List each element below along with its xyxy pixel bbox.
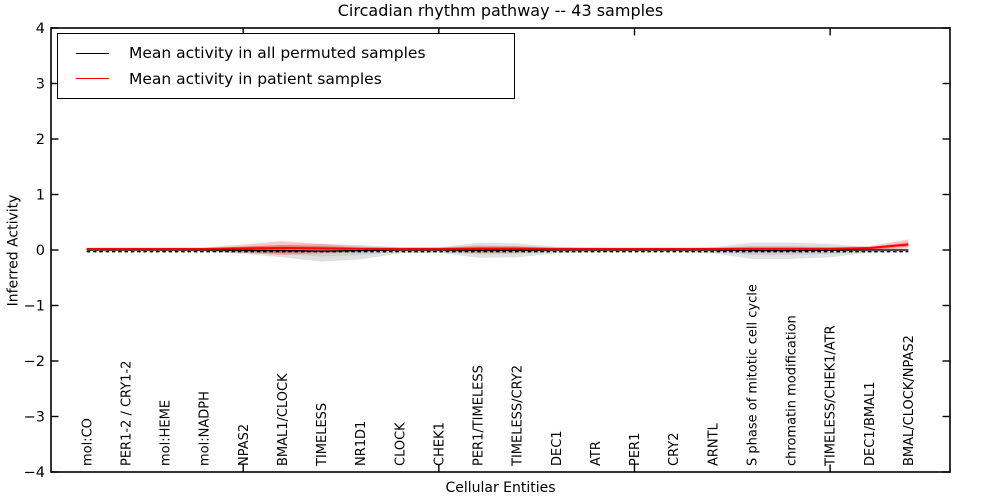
chart-title: Circadian rhythm pathway -- 43 samples bbox=[337, 1, 664, 20]
x-category-label: DEC1/BMAL1 bbox=[863, 382, 878, 467]
x-category-label: CHEK1 bbox=[432, 422, 447, 466]
x-category-label: TIMELESS/CHEK1/ATR bbox=[824, 325, 839, 467]
x-category-label: mol:CO bbox=[80, 418, 95, 466]
y-tick-label: −2 bbox=[24, 354, 45, 370]
x-category-label: BMAL/CLOCK/NPAS2 bbox=[902, 335, 917, 466]
x-axis-title: Cellular Entities bbox=[445, 480, 556, 496]
x-category-label: ARNTL bbox=[706, 422, 721, 466]
x-category-label: mol:HEME bbox=[159, 400, 174, 466]
legend-item-permuted: Mean activity in all permuted samples bbox=[70, 44, 502, 62]
x-category-label: BMAL1/CLOCK bbox=[276, 373, 291, 466]
legend-label: Mean activity in all permuted samples bbox=[129, 44, 426, 63]
series-line-permuted bbox=[86, 249, 909, 252]
y-tick-label: 1 bbox=[36, 188, 45, 204]
y-tick-label: −1 bbox=[24, 299, 45, 315]
x-category-label: DEC1 bbox=[550, 430, 565, 466]
x-category-label: CRY2 bbox=[667, 433, 682, 467]
y-tick-label: 3 bbox=[36, 77, 45, 93]
x-category-label: ATR bbox=[589, 441, 604, 466]
x-category-label: TIMELESS/CRY2 bbox=[511, 365, 526, 467]
legend-label: Mean activity in patient samples bbox=[129, 69, 382, 88]
y-axis-title: Inferred Activity bbox=[5, 194, 22, 307]
legend: Mean activity in all permuted samples Me… bbox=[57, 33, 515, 99]
x-category-label: mol:NADPH bbox=[198, 391, 213, 466]
y-tick-label: −3 bbox=[24, 410, 45, 426]
series-line-patient bbox=[86, 243, 909, 250]
y-tick-label: −4 bbox=[24, 465, 45, 481]
x-category-label: NPAS2 bbox=[237, 424, 252, 466]
x-category-label: PER1 bbox=[628, 433, 643, 466]
legend-item-patient: Mean activity in patient samples bbox=[70, 70, 502, 88]
x-category-label: chromatin modification bbox=[785, 315, 800, 466]
x-category-label: CLOCK bbox=[393, 422, 408, 466]
legend-line-sample-black bbox=[76, 52, 109, 54]
x-category-label: PER1-2 / CRY1-2 bbox=[119, 361, 134, 466]
x-category-label: S phase of mitotic cell cycle bbox=[745, 284, 760, 466]
x-category-label: PER1/TIMELESS bbox=[472, 365, 487, 466]
x-category-label: TIMELESS bbox=[315, 403, 330, 467]
x-category-label: NR1D1 bbox=[354, 421, 369, 466]
y-tick-label: 0 bbox=[36, 243, 45, 259]
y-tick-label: 2 bbox=[36, 132, 45, 148]
y-tick-label: 4 bbox=[36, 21, 45, 37]
legend-line-sample-red bbox=[76, 78, 109, 80]
